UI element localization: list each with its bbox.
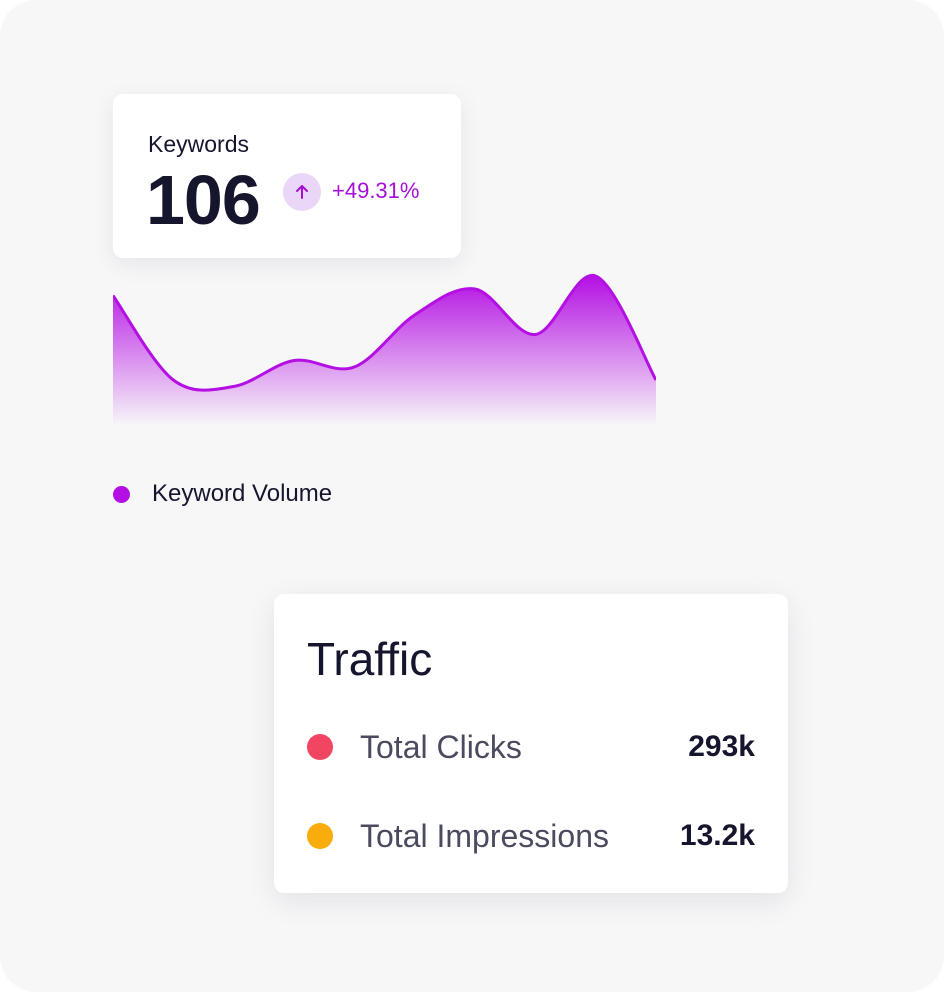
impressions-label: Total Impressions xyxy=(360,817,609,854)
traffic-card: Traffic Total Clicks 293k Total Impressi… xyxy=(274,594,788,893)
chart-legend: Keyword Volume xyxy=(113,480,332,508)
traffic-row-impressions: Total Impressions 13.2k xyxy=(307,816,755,856)
keywords-change: +49.31% xyxy=(332,178,420,203)
area-series-fill xyxy=(113,275,656,426)
impressions-dot xyxy=(307,823,333,849)
traffic-title: Traffic xyxy=(307,633,433,685)
keywords-value: 106 xyxy=(146,161,261,239)
legend-label: Keyword Volume xyxy=(152,480,333,507)
legend-dot xyxy=(113,485,130,503)
arrow-up-icon xyxy=(283,173,321,211)
clicks-label: Total Clicks xyxy=(360,728,522,765)
traffic-row-clicks: Total Clicks 293k xyxy=(307,727,755,767)
clicks-dot xyxy=(307,734,333,760)
keywords-card: Keywords 106 +49.31% xyxy=(113,94,461,258)
area-series-line xyxy=(113,274,656,392)
keywords-label: Keywords xyxy=(148,131,249,157)
impressions-value: 13.2k xyxy=(679,819,755,852)
keyword-volume-chart xyxy=(113,274,656,426)
clicks-value: 293k xyxy=(688,730,755,763)
